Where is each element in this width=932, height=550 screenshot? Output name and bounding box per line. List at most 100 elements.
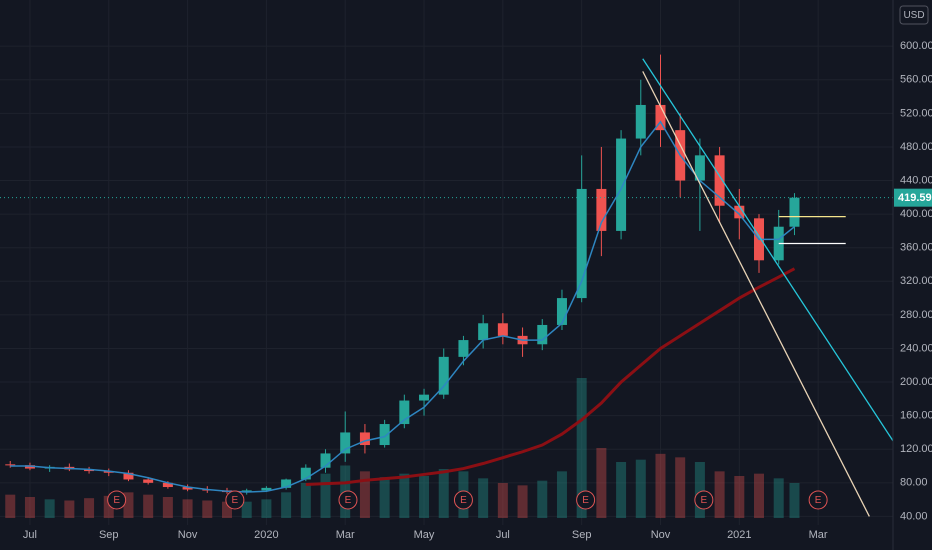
y-tick-label: 600.00	[900, 40, 932, 52]
volume-bar	[714, 471, 725, 518]
candle-body	[84, 469, 95, 472]
x-tick-label: Jul	[23, 529, 37, 541]
volume-bar	[576, 378, 587, 518]
volume-bar	[537, 480, 548, 518]
candle-body	[320, 453, 331, 468]
candle-body	[694, 155, 705, 181]
candle-body	[438, 356, 449, 395]
volume-bar	[103, 495, 114, 518]
volume-bar	[675, 457, 686, 518]
y-tick-label: 280.00	[900, 309, 932, 321]
volume-bar	[281, 492, 292, 518]
y-tick-label: 520.00	[900, 107, 932, 119]
trend-line	[642, 58, 894, 442]
y-tick-label: 480.00	[900, 141, 932, 153]
candle-body	[261, 487, 272, 491]
earnings-marker	[694, 490, 714, 510]
x-tick-label: Sep	[99, 529, 119, 541]
earnings-label: E	[815, 495, 822, 506]
candle-body	[556, 298, 567, 325]
candle-body	[241, 490, 252, 493]
candle-body	[5, 464, 16, 466]
earnings-marker	[225, 490, 245, 510]
volume-bar	[635, 459, 646, 518]
currency-box	[899, 5, 929, 25]
candle-body	[576, 188, 587, 299]
volume-bar	[221, 501, 232, 518]
candle-body	[123, 472, 134, 480]
moving-average	[10, 120, 795, 493]
candle-body	[714, 155, 725, 206]
y-tick-label: 400.00	[900, 208, 932, 220]
candle-body	[281, 479, 292, 488]
candle-body	[143, 479, 154, 483]
earnings-marker	[107, 490, 127, 510]
volume-bar	[320, 473, 331, 518]
volume-bar	[24, 497, 35, 518]
x-tick-label: Sep	[572, 529, 592, 541]
candle-body	[162, 482, 173, 488]
volume-bar	[261, 499, 272, 518]
volume-bar	[123, 492, 134, 518]
volume-bar	[419, 476, 430, 518]
candle-body	[596, 188, 607, 231]
x-tick-label: 2021	[727, 529, 751, 541]
earnings-label: E	[113, 495, 120, 506]
axes: 40.00 80.00 120.00 160.00 200.00 240.00 280.00…	[23, 40, 932, 541]
volume-bar	[497, 483, 508, 518]
y-tick-label: 440.00	[900, 174, 932, 186]
candle-body	[340, 432, 351, 454]
y-tick-label: 200.00	[900, 376, 932, 388]
y-tick-label: 360.00	[900, 242, 932, 254]
volume-bar	[44, 499, 55, 518]
volume-bar	[789, 483, 800, 518]
volume-bar	[754, 473, 765, 518]
volume-bar	[64, 500, 75, 518]
volume-bar	[241, 501, 252, 518]
moving-average	[305, 267, 796, 487]
candle-body	[635, 104, 646, 139]
volume-bar	[556, 471, 567, 518]
volume-bar	[162, 497, 173, 518]
y-tick-label: 120.00	[900, 443, 932, 455]
earnings-marker	[338, 490, 358, 510]
volume-bar	[596, 448, 607, 518]
y-tick-label: 80.00	[900, 477, 928, 489]
x-tick-label: Nov	[178, 529, 198, 541]
candle-body	[537, 324, 548, 345]
trend-line	[642, 71, 870, 517]
candle-body	[655, 104, 666, 131]
volume-bar	[478, 478, 489, 518]
volume-bar	[379, 477, 390, 518]
volume-bar	[773, 478, 784, 518]
volume-bar	[182, 499, 193, 518]
x-tick-label: Mar	[809, 529, 828, 541]
earnings-label: E	[701, 495, 708, 506]
candle-body	[789, 197, 800, 227]
volume-bar	[694, 462, 705, 518]
x-tick-label: Jul	[496, 529, 510, 541]
earnings-label: E	[345, 495, 352, 506]
earnings-marker	[453, 490, 473, 510]
candle-body	[182, 487, 193, 490]
candle-body	[419, 394, 430, 401]
candle-body	[359, 432, 370, 446]
candle-body	[616, 138, 627, 231]
candle-body	[300, 467, 311, 480]
y-tick-label: 240.00	[900, 342, 932, 354]
volume-bar	[734, 476, 745, 518]
y-tick-label: 160.00	[900, 410, 932, 422]
volume-bar	[438, 469, 449, 518]
volume-bar	[517, 485, 528, 518]
earnings-label: E	[232, 495, 239, 506]
candle-body	[497, 323, 508, 336]
volume-bar	[5, 494, 16, 518]
volume-bar	[300, 483, 311, 518]
x-tick-label: May	[414, 529, 435, 541]
volume-bar	[84, 498, 95, 518]
volume-bar	[359, 471, 370, 518]
last-price-tag	[894, 188, 932, 207]
x-tick-label: Mar	[336, 529, 355, 541]
